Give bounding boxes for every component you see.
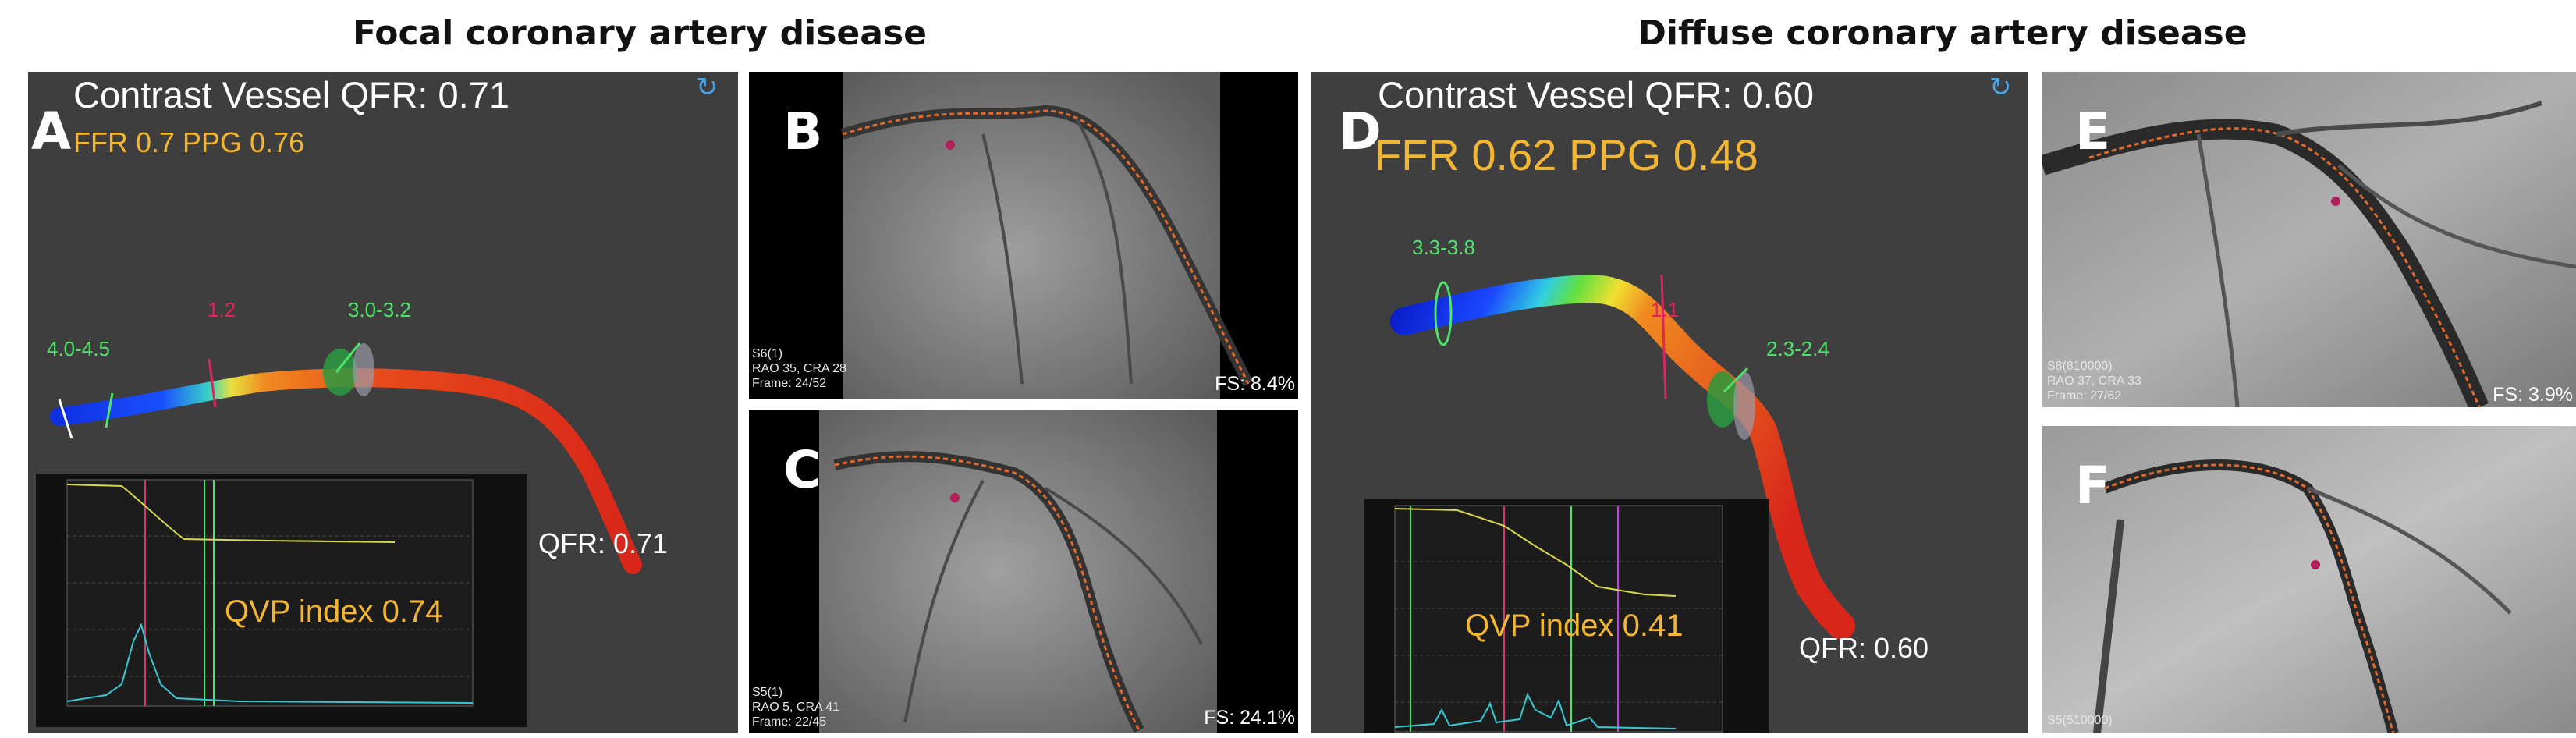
qvp-index-d: QVP index 0.41 <box>1465 608 1684 643</box>
panel-a-3d-vessel: A Contrast Vessel QFR: 0.71 FFR 0.7 PPG … <box>28 72 738 733</box>
qfr-plot-a: QVP index 0.74 <box>36 474 527 727</box>
angio-meta-f: S5(510000) <box>2047 714 2113 727</box>
prox-ring-d <box>1434 281 1453 346</box>
panel-d-3d-vessel: D Contrast Vessel QFR: 0.60 FFR 0.62 PPG… <box>1311 72 2028 733</box>
diameter-prox-a: 4.0-4.5 <box>47 337 110 360</box>
qfr-end-d: QFR: 0.60 <box>1799 632 1929 664</box>
panel-label-d: D <box>1339 101 1382 161</box>
qfr-end-a: QFR: 0.71 <box>538 527 669 559</box>
diameter-dist-d: 2.3-2.4 <box>1766 337 1829 360</box>
panel-label-a: A <box>31 101 72 161</box>
panel-label-e: E <box>2075 101 2111 161</box>
contrast-qfr-title-d: Contrast Vessel QFR: 0.60 <box>1378 74 1815 115</box>
angio-meta-e: S8(810000) RAO 37, CRA 33 Frame: 27/62 <box>2047 360 2141 403</box>
panel-label-f: F <box>2075 456 2111 516</box>
diffuse-heading: Diffuse coronary artery disease <box>1637 13 2248 53</box>
angio-meta-b: S6(1) RAO 35, CRA 28 Frame: 24/52 <box>752 347 846 390</box>
vessel-3d-view-a <box>50 342 642 574</box>
ffr-ppg-a: FFR 0.7 PPG 0.76 <box>73 126 305 158</box>
lesion-value-a: 1.2 <box>208 298 236 321</box>
panel-label-b: B <box>783 101 823 161</box>
lesion-marker-a <box>208 358 217 408</box>
qfr-plot-d: QVP index 0.41 <box>1364 499 1769 733</box>
lesion-value-d: 1.1 <box>1651 298 1680 321</box>
distal-ring-a <box>323 349 357 396</box>
distal-ring-d <box>1707 371 1738 428</box>
qvp-index-a: QVP index 0.74 <box>225 594 443 629</box>
ffr-ppg-d: FFR 0.62 PPG 0.48 <box>1375 130 1758 179</box>
fs-value-c: FS: 24.1% <box>1204 707 1295 729</box>
fs-value-e: FS: 3.9% <box>2493 384 2573 406</box>
vessel-3d-view-d <box>1390 274 1855 640</box>
rotate-icon-d[interactable]: ↻ <box>1989 73 2012 102</box>
vessel-a <box>50 368 642 574</box>
diameter-dist-a: 3.0-3.2 <box>348 298 411 321</box>
fs-value-b: FS: 8.4% <box>1215 373 1295 395</box>
panel-label-c: C <box>783 440 821 500</box>
lesion-marker-d <box>1660 274 1667 400</box>
angio-meta-c: S5(1) RAO 5, CRA 41 Frame: 22/45 <box>752 686 840 729</box>
prox-diameter-marker-a <box>58 399 73 439</box>
angiogram-c: C S5(1) RAO 5, CRA 41 Frame: 22/45 FS: 2… <box>749 410 1298 733</box>
angiogram-b: B S6(1) RAO 35, CRA 28 Frame: 24/52 FS: … <box>749 72 1298 399</box>
focal-heading: Focal coronary artery disease <box>353 13 927 53</box>
diameter-prox-d: 3.3-3.8 <box>1412 236 1475 259</box>
angiogram-f: F S5(510000) <box>2042 426 2576 733</box>
contrast-qfr-title-a: Contrast Vessel QFR: 0.71 <box>73 74 510 115</box>
angiogram-e: E S8(810000) RAO 37, CRA 33 Frame: 27/62… <box>2042 72 2576 407</box>
rotate-icon-a[interactable]: ↻ <box>696 73 719 102</box>
